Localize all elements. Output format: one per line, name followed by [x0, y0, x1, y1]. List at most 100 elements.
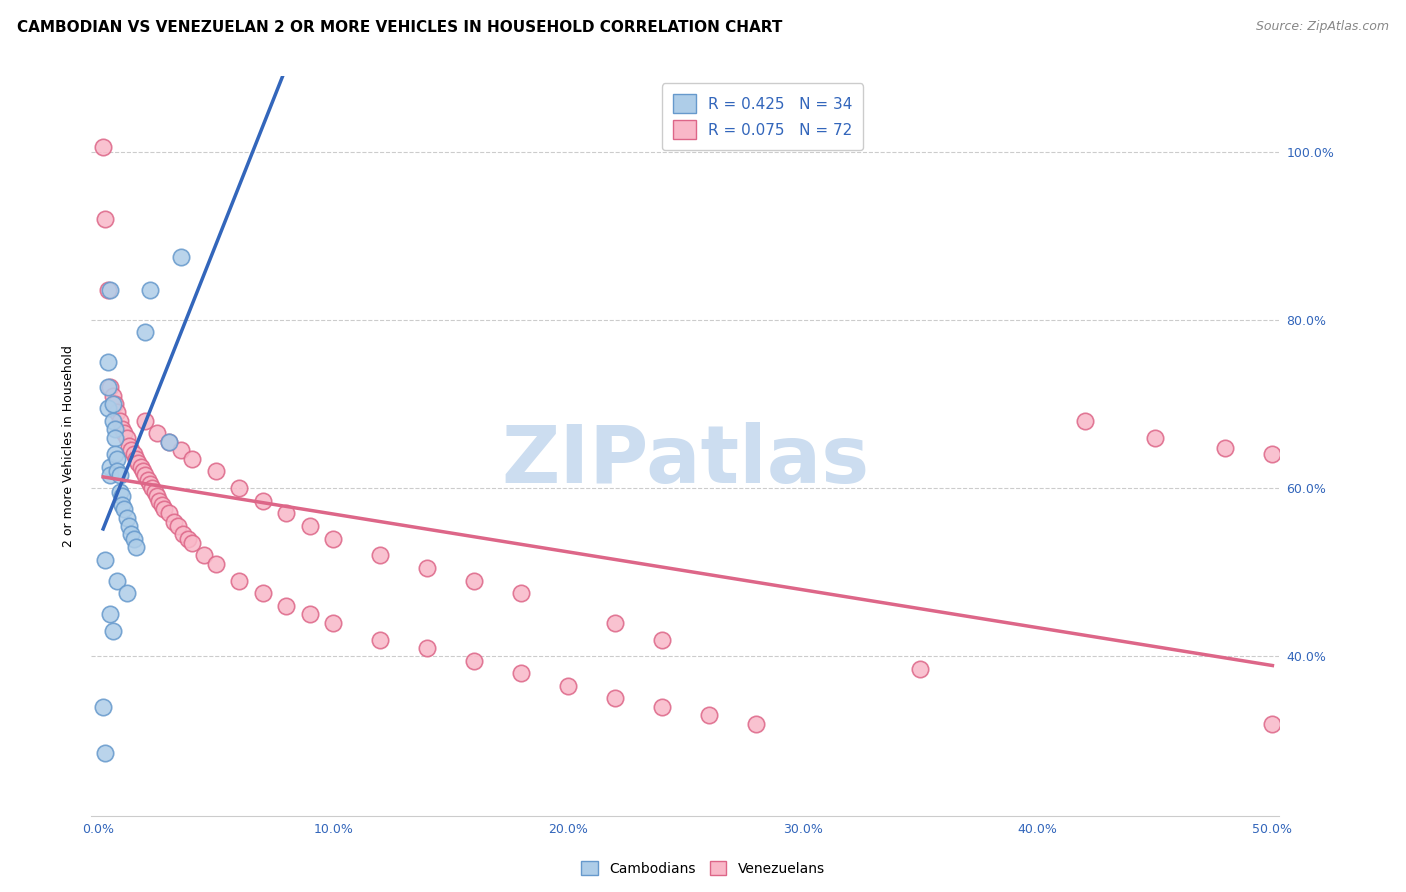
Point: [169, 250, 191, 264]
Point: [745, 716, 768, 731]
Point: [416, 640, 439, 655]
Point: [146, 426, 169, 441]
Point: [1143, 431, 1166, 445]
Point: [115, 431, 138, 445]
Point: [134, 326, 156, 340]
Point: [104, 422, 127, 436]
Text: Source: ZipAtlas.com: Source: ZipAtlas.com: [1256, 20, 1389, 33]
Point: [143, 485, 166, 500]
Point: [125, 540, 148, 554]
Text: ZIPatlas: ZIPatlas: [502, 422, 869, 500]
Point: [101, 397, 124, 411]
Point: [205, 464, 228, 478]
Point: [97, 284, 120, 298]
Point: [150, 498, 173, 512]
Point: [101, 388, 124, 402]
Point: [141, 481, 163, 495]
Point: [181, 535, 204, 549]
Point: [176, 532, 198, 546]
Text: CAMBODIAN VS VENEZUELAN 2 OR MORE VEHICLES IN HOUSEHOLD CORRELATION CHART: CAMBODIAN VS VENEZUELAN 2 OR MORE VEHICL…: [17, 20, 782, 35]
Point: [101, 414, 124, 428]
Point: [98, 468, 121, 483]
Point: [463, 654, 485, 668]
Point: [557, 679, 579, 693]
Point: [132, 464, 155, 478]
Y-axis label: 2 or more Vehicles in Household: 2 or more Vehicles in Household: [62, 345, 76, 547]
Point: [122, 447, 145, 461]
Point: [368, 632, 391, 647]
Point: [157, 434, 180, 449]
Point: [252, 586, 274, 600]
Point: [322, 615, 344, 630]
Point: [148, 493, 170, 508]
Point: [122, 532, 145, 546]
Point: [228, 481, 250, 495]
Point: [115, 586, 138, 600]
Legend: Cambodians, Venezuelans: Cambodians, Venezuelans: [576, 855, 830, 881]
Point: [167, 519, 190, 533]
Point: [603, 691, 626, 706]
Point: [108, 468, 131, 483]
Point: [98, 460, 121, 475]
Point: [193, 549, 215, 563]
Point: [94, 211, 117, 226]
Point: [98, 607, 121, 622]
Point: [146, 490, 169, 504]
Point: [111, 422, 134, 436]
Point: [603, 615, 626, 630]
Point: [276, 599, 298, 613]
Point: [105, 405, 128, 419]
Point: [1261, 716, 1284, 731]
Point: [104, 431, 127, 445]
Point: [157, 434, 180, 449]
Point: [205, 557, 228, 571]
Point: [108, 414, 131, 428]
Point: [101, 624, 124, 639]
Point: [127, 456, 149, 470]
Point: [98, 284, 121, 298]
Point: [651, 699, 673, 714]
Point: [105, 464, 128, 478]
Point: [136, 473, 159, 487]
Point: [139, 476, 162, 491]
Point: [510, 666, 533, 681]
Point: [105, 451, 128, 466]
Point: [97, 380, 120, 394]
Point: [181, 451, 204, 466]
Point: [111, 490, 134, 504]
Point: [118, 519, 141, 533]
Point: [112, 502, 135, 516]
Point: [697, 708, 720, 723]
Point: [104, 447, 127, 461]
Point: [97, 401, 120, 416]
Point: [94, 746, 117, 760]
Point: [134, 414, 156, 428]
Point: [368, 549, 391, 563]
Point: [1073, 414, 1095, 428]
Point: [252, 493, 274, 508]
Point: [1215, 441, 1237, 455]
Point: [276, 506, 298, 520]
Point: [153, 502, 176, 516]
Point: [298, 519, 321, 533]
Point: [169, 443, 191, 458]
Point: [134, 468, 156, 483]
Point: [228, 574, 250, 588]
Point: [162, 515, 184, 529]
Point: [322, 532, 344, 546]
Point: [111, 498, 134, 512]
Point: [105, 574, 128, 588]
Point: [91, 699, 114, 714]
Point: [157, 506, 180, 520]
Point: [463, 574, 485, 588]
Point: [112, 426, 135, 441]
Point: [115, 510, 138, 524]
Point: [104, 397, 127, 411]
Point: [120, 527, 142, 541]
Point: [125, 451, 148, 466]
Point: [651, 632, 673, 647]
Point: [139, 284, 162, 298]
Point: [416, 561, 439, 575]
Point: [94, 552, 117, 566]
Point: [129, 460, 152, 475]
